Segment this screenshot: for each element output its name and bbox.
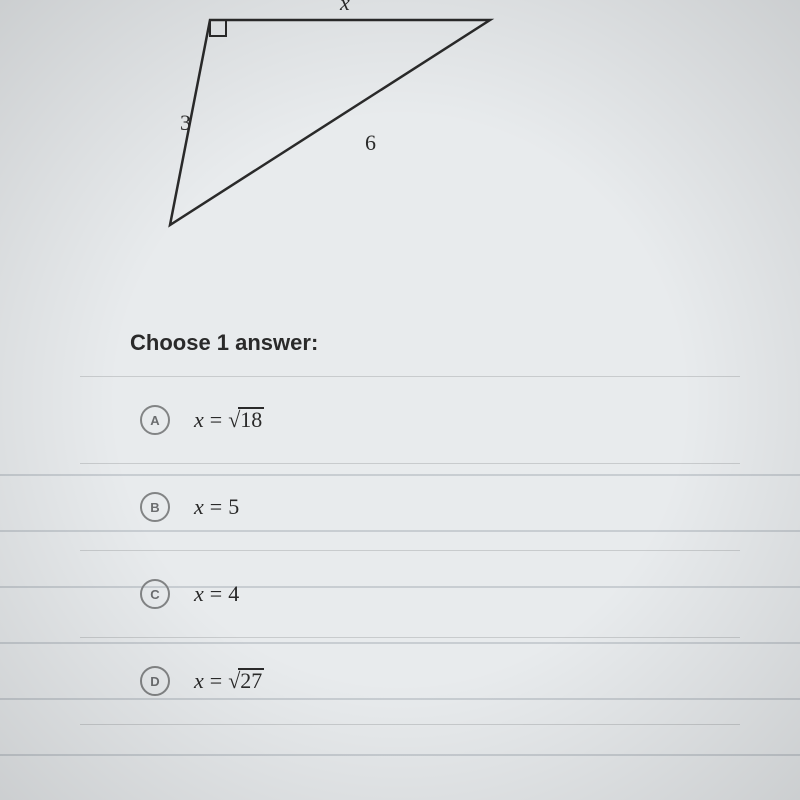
question-prompt: Choose 1 answer:: [130, 330, 740, 356]
choice-d[interactable]: D x = √27: [80, 637, 740, 725]
choice-answer-c: x = 4: [194, 581, 239, 607]
triangle-svg: [140, 0, 540, 260]
choice-badge-b: B: [140, 492, 170, 522]
choice-answer-b: x = 5: [194, 494, 239, 520]
choice-b[interactable]: B x = 5: [80, 463, 740, 550]
side-label-6: 6: [365, 130, 376, 156]
choice-badge-c: C: [140, 579, 170, 609]
choice-answer-d: x = √27: [194, 668, 262, 694]
side-label-3: 3: [180, 110, 191, 136]
choice-answer-a: x = √18: [194, 407, 262, 433]
choice-a[interactable]: A x = √18: [80, 376, 740, 463]
choice-badge-a: A: [140, 405, 170, 435]
triangle-figure: x 3 6: [140, 0, 740, 280]
side-label-x: x: [340, 0, 350, 16]
choice-c[interactable]: C x = 4: [80, 550, 740, 637]
choice-badge-d: D: [140, 666, 170, 696]
answer-choices: A x = √18 B x = 5 C x = 4 D: [80, 376, 740, 725]
